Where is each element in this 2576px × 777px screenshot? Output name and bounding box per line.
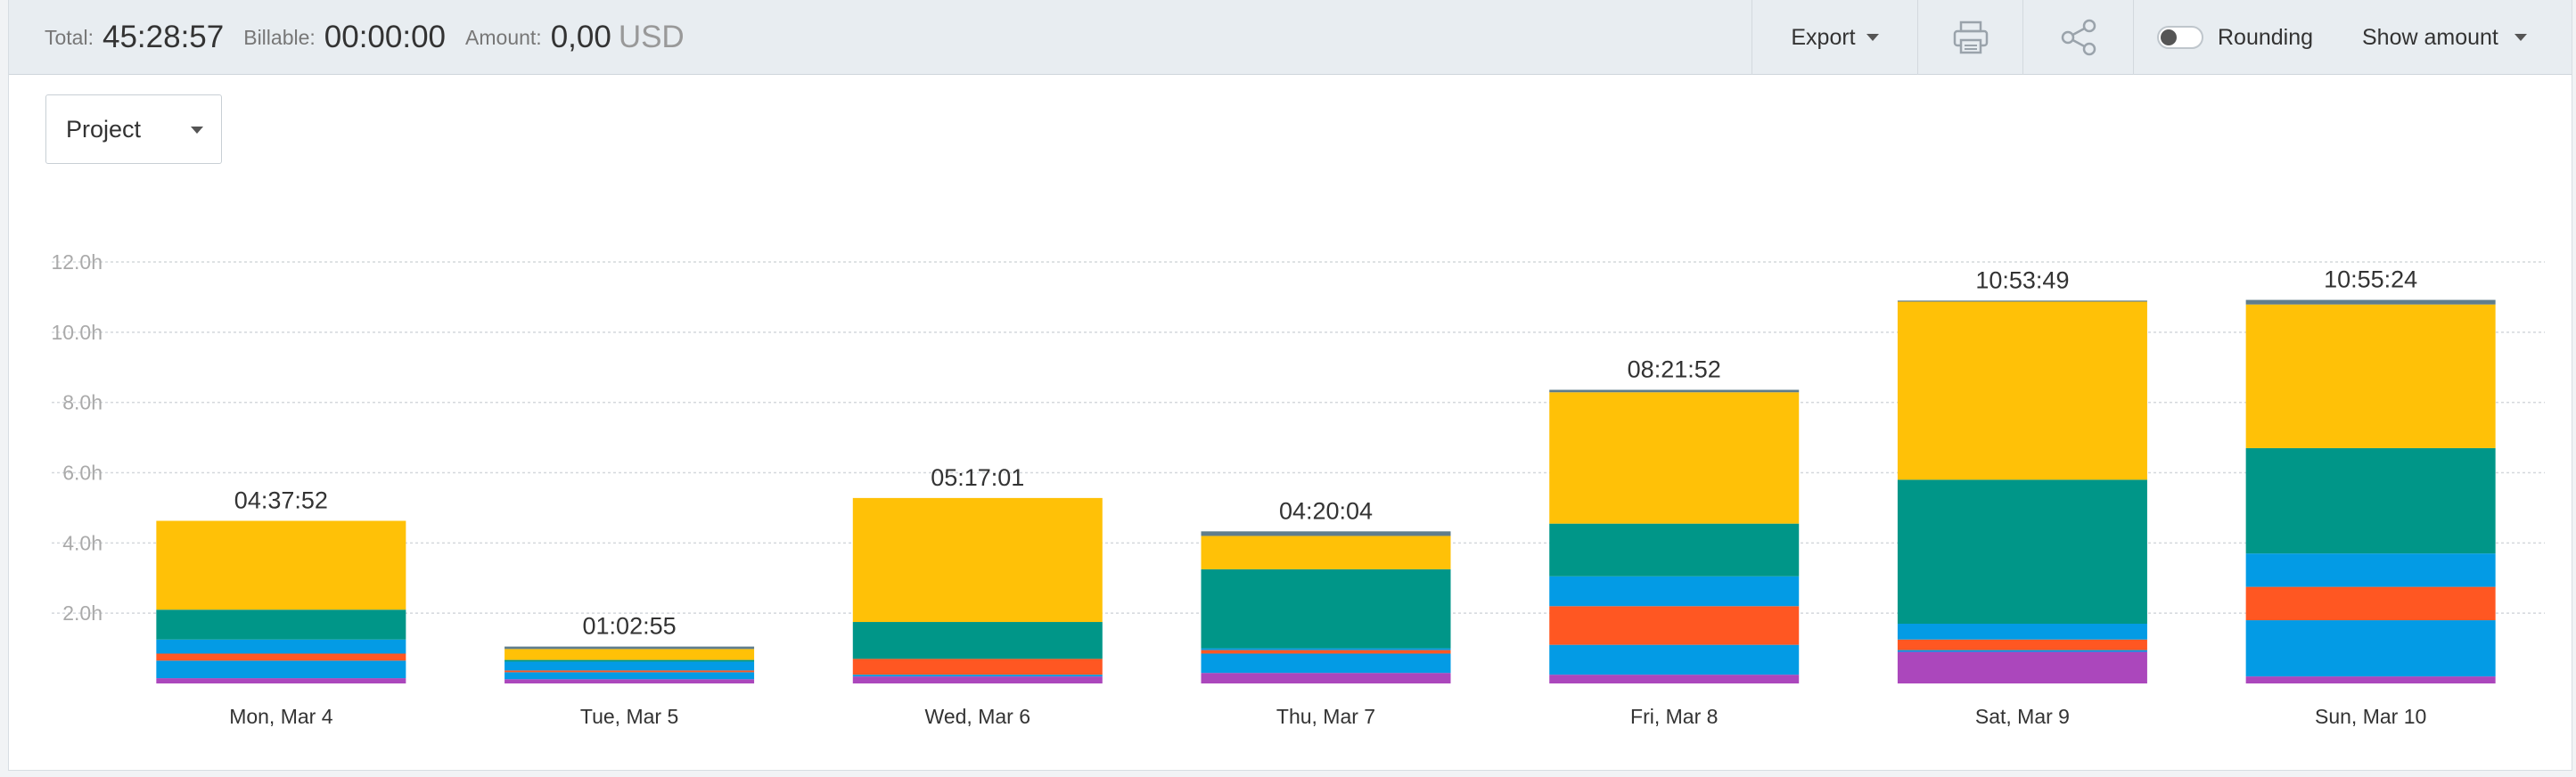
bar-segment bbox=[1201, 650, 1451, 654]
x-tick-label: Wed, Mar 6 bbox=[925, 705, 1030, 728]
bar-segment bbox=[505, 679, 755, 683]
x-tick-label: Mon, Mar 4 bbox=[229, 705, 333, 728]
bar-total-label: 04:37:52 bbox=[234, 487, 328, 514]
bar-total-label: 05:17:01 bbox=[931, 464, 1024, 491]
export-label: Export bbox=[1791, 24, 1856, 50]
bar-segment bbox=[2245, 676, 2496, 683]
bar-segment bbox=[1897, 301, 2147, 480]
bar-segment bbox=[156, 678, 406, 683]
bar-segment bbox=[505, 661, 755, 671]
chevron-down-icon bbox=[1866, 34, 1879, 41]
bar-segment bbox=[505, 672, 755, 680]
bar-segment bbox=[1549, 392, 1800, 524]
bar-total-label: 10:55:24 bbox=[2324, 266, 2417, 293]
bar-segment bbox=[156, 660, 406, 679]
bar-segment bbox=[852, 622, 1103, 659]
bar-segment bbox=[2245, 553, 2496, 587]
bar-segment bbox=[2245, 299, 2496, 305]
share-icon bbox=[2061, 19, 2096, 56]
y-tick-label: 6.0h bbox=[62, 462, 103, 485]
amount-value: 0,00 bbox=[550, 20, 611, 54]
bar-segment bbox=[1201, 653, 1451, 674]
group-by-value: Project bbox=[66, 115, 142, 143]
chevron-down-icon bbox=[2514, 34, 2527, 41]
bar-segment bbox=[852, 676, 1103, 683]
y-tick-label: 12.0h bbox=[51, 250, 103, 274]
print-button[interactable] bbox=[1918, 0, 2022, 75]
bar-segment bbox=[505, 649, 755, 660]
chevron-down-icon bbox=[191, 127, 203, 134]
x-tick-label: Sat, Mar 9 bbox=[1975, 705, 2070, 728]
totals-summary: Total: 45:28:57 Billable: 00:00:00 Amoun… bbox=[45, 0, 685, 75]
bar-segment bbox=[852, 658, 1103, 675]
bar-segment bbox=[1549, 606, 1800, 645]
bar-segment bbox=[1201, 568, 1451, 649]
share-button[interactable] bbox=[2023, 0, 2133, 75]
bar-segment bbox=[505, 646, 755, 650]
bar-segment bbox=[156, 520, 406, 610]
x-tick-label: Tue, Mar 5 bbox=[580, 705, 678, 728]
bar-segment bbox=[1549, 576, 1800, 607]
rounding-label: Rounding bbox=[2218, 24, 2314, 50]
total-value: 45:28:57 bbox=[102, 20, 225, 54]
billable-label: Billable: bbox=[243, 25, 316, 49]
bar-segment bbox=[156, 639, 406, 654]
bar-segment bbox=[852, 675, 1103, 677]
bar-segment bbox=[2245, 620, 2496, 677]
toolbar-divider bbox=[1917, 0, 1918, 75]
bar-segment bbox=[505, 670, 755, 673]
bar-segment bbox=[1201, 536, 1451, 569]
x-tick-label: Sun, Mar 10 bbox=[2315, 705, 2426, 728]
bar-segment bbox=[1201, 673, 1451, 683]
amount-label: Amount: bbox=[465, 25, 542, 49]
bar-segment bbox=[1897, 479, 2147, 624]
summary-toolbar: Total: 45:28:57 Billable: 00:00:00 Amoun… bbox=[9, 0, 2572, 75]
y-tick-label: 4.0h bbox=[62, 531, 103, 554]
rounding-switch[interactable] bbox=[2157, 26, 2203, 49]
bar-total-label: 04:20:04 bbox=[1279, 497, 1373, 524]
bar-segment bbox=[1549, 389, 1800, 393]
bar-segment bbox=[1201, 648, 1451, 650]
bar-segment bbox=[505, 659, 755, 662]
bar-segment bbox=[156, 653, 406, 661]
group-by-select[interactable]: Project bbox=[45, 94, 222, 164]
toolbar-divider bbox=[2022, 0, 2023, 75]
bar-segment bbox=[2245, 447, 2496, 554]
bar-segment bbox=[1201, 531, 1451, 536]
bar-segment bbox=[1897, 623, 2147, 640]
printer-icon bbox=[1953, 20, 1988, 54]
bar-total-label: 01:02:55 bbox=[583, 613, 677, 640]
x-tick-label: Fri, Mar 8 bbox=[1630, 705, 1718, 728]
bar-segment bbox=[2245, 304, 2496, 448]
bar-segment bbox=[1897, 651, 2147, 683]
rounding-toggle[interactable]: Rounding bbox=[2157, 0, 2344, 75]
x-tick-label: Thu, Mar 7 bbox=[1276, 705, 1375, 728]
bar-total-label: 08:21:52 bbox=[1628, 356, 1721, 382]
bar-segment bbox=[852, 497, 1103, 623]
total-label: Total: bbox=[45, 25, 94, 49]
bar-segment bbox=[1897, 639, 2147, 650]
bar-segment bbox=[1549, 675, 1800, 683]
bar-segment bbox=[1897, 650, 2147, 652]
bar-segment bbox=[156, 609, 406, 640]
bar-total-label: 10:53:49 bbox=[1975, 266, 2069, 293]
bar-segment bbox=[1549, 523, 1800, 577]
y-tick-label: 2.0h bbox=[62, 601, 103, 625]
bar-segment bbox=[2245, 586, 2496, 621]
billable-value: 00:00:00 bbox=[324, 20, 447, 54]
toolbar-divider bbox=[2133, 0, 2134, 75]
bar-segment bbox=[1549, 644, 1800, 675]
y-tick-label: 8.0h bbox=[62, 391, 103, 414]
show-amount-dropdown[interactable]: Show amount bbox=[2362, 0, 2558, 75]
show-amount-label: Show amount bbox=[2362, 24, 2498, 50]
amount-currency: USD bbox=[618, 20, 685, 54]
y-tick-label: 10.0h bbox=[51, 321, 103, 344]
export-button[interactable]: Export bbox=[1752, 0, 1917, 75]
bar-segment bbox=[1897, 300, 2147, 302]
